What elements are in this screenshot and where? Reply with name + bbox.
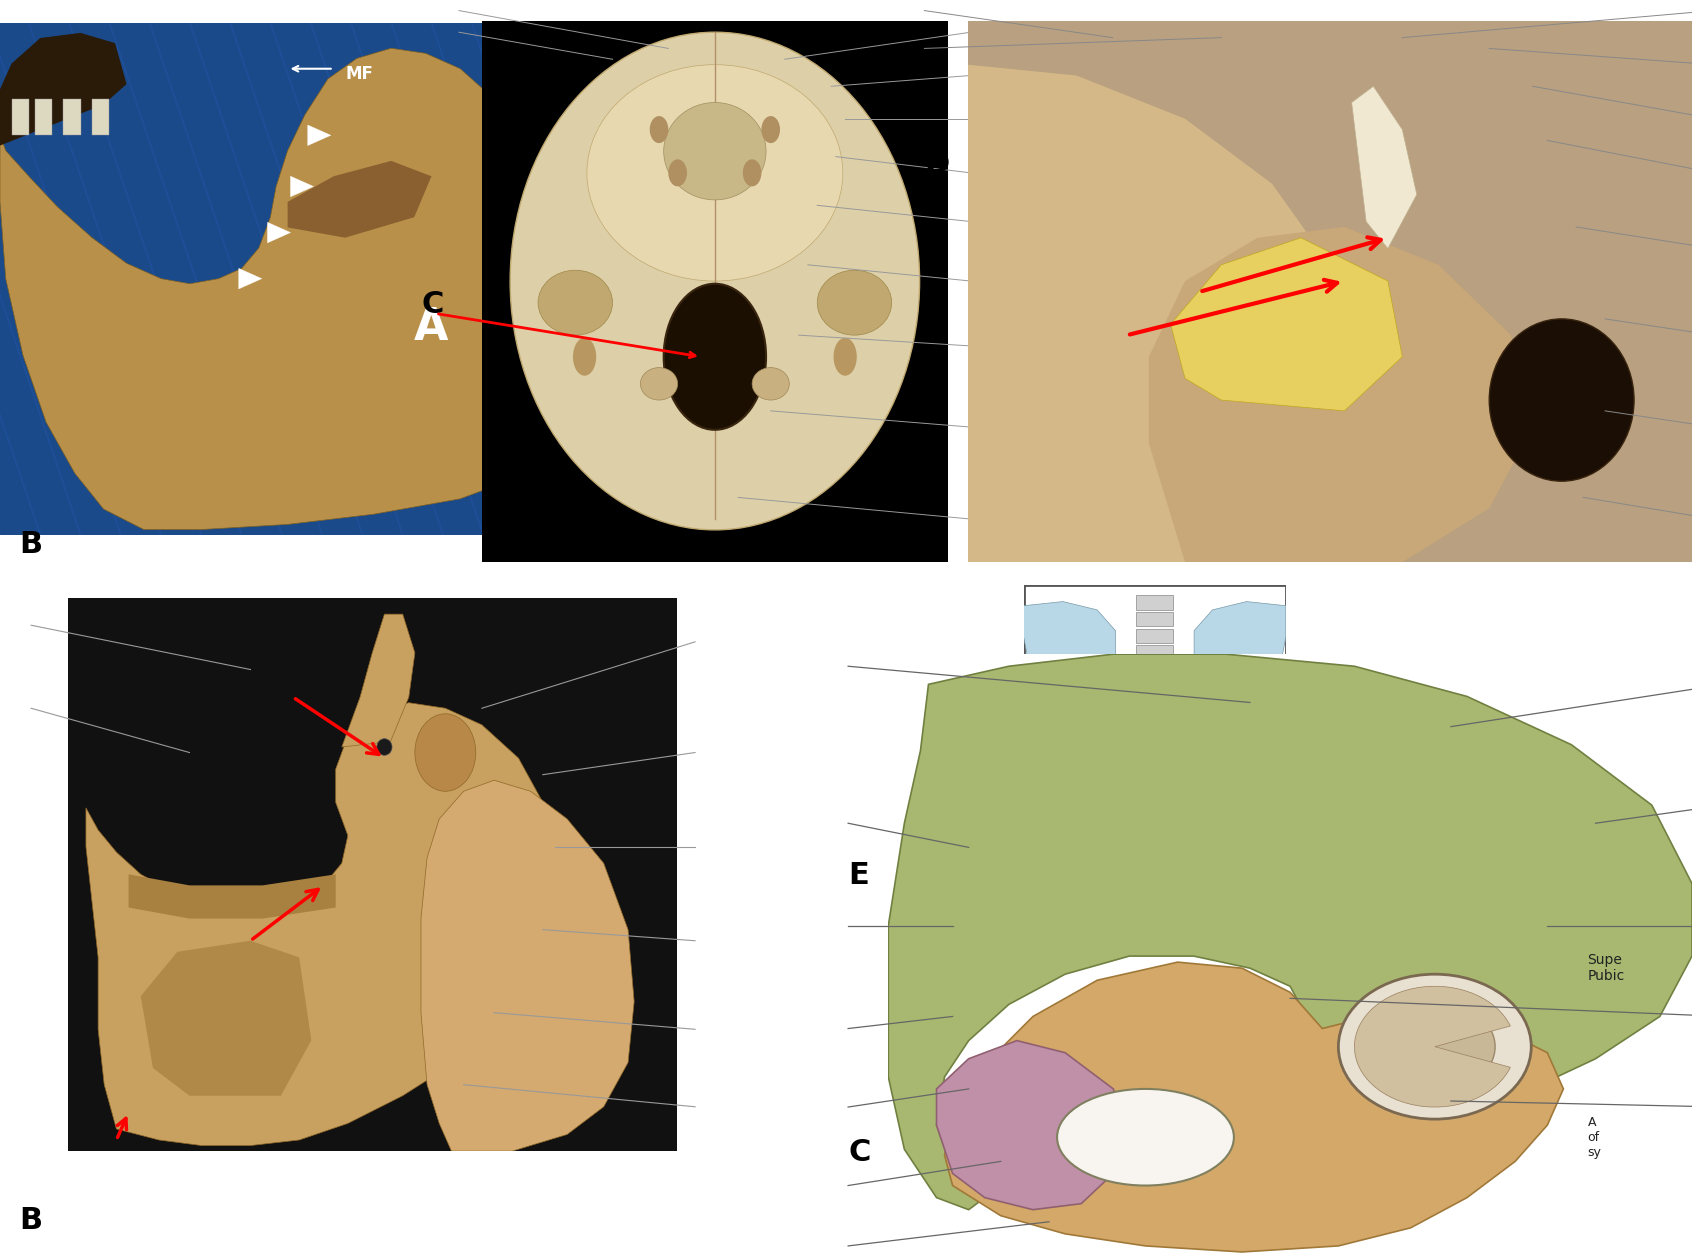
Bar: [63, 99, 81, 136]
Polygon shape: [944, 962, 1563, 1252]
Polygon shape: [239, 268, 262, 289]
Ellipse shape: [761, 116, 780, 143]
Bar: [1137, 629, 1173, 643]
Ellipse shape: [663, 103, 766, 200]
Polygon shape: [1149, 226, 1533, 562]
Polygon shape: [267, 223, 291, 243]
Polygon shape: [1103, 678, 1206, 755]
Polygon shape: [937, 1040, 1130, 1210]
Text: A: A: [415, 306, 448, 348]
Polygon shape: [0, 33, 127, 146]
Circle shape: [1049, 703, 1091, 736]
Text: E: E: [848, 860, 870, 889]
Bar: [1137, 611, 1173, 626]
Ellipse shape: [663, 284, 766, 430]
Ellipse shape: [817, 270, 892, 335]
Polygon shape: [129, 874, 335, 918]
Wedge shape: [1355, 986, 1511, 1107]
Polygon shape: [968, 64, 1365, 562]
Circle shape: [1218, 703, 1259, 736]
Ellipse shape: [668, 160, 687, 186]
Ellipse shape: [415, 713, 475, 791]
Text: Supe
Pubic: Supe Pubic: [1587, 954, 1624, 984]
Ellipse shape: [587, 64, 843, 281]
Ellipse shape: [538, 270, 613, 335]
Ellipse shape: [574, 338, 596, 376]
Ellipse shape: [650, 116, 668, 143]
Bar: [1137, 662, 1173, 677]
Polygon shape: [888, 654, 1692, 1210]
Bar: [91, 99, 110, 136]
Ellipse shape: [640, 367, 677, 400]
Polygon shape: [342, 614, 415, 747]
Polygon shape: [421, 780, 634, 1151]
Ellipse shape: [751, 367, 788, 400]
Polygon shape: [140, 941, 311, 1096]
Bar: [1137, 595, 1173, 610]
Text: A
of
sy: A of sy: [1587, 1116, 1601, 1159]
Polygon shape: [1352, 87, 1416, 249]
Text: B: B: [19, 531, 42, 560]
Polygon shape: [1195, 601, 1286, 684]
Ellipse shape: [377, 738, 393, 755]
Ellipse shape: [834, 338, 856, 376]
Polygon shape: [0, 48, 575, 530]
Bar: [12, 99, 29, 136]
Ellipse shape: [743, 160, 761, 186]
Text: D: D: [924, 150, 949, 179]
Circle shape: [1338, 974, 1531, 1120]
Circle shape: [1374, 1001, 1496, 1092]
Ellipse shape: [1058, 1089, 1233, 1185]
Text: C: C: [848, 1138, 870, 1167]
Polygon shape: [1115, 747, 1195, 782]
Text: C: C: [421, 291, 443, 320]
Polygon shape: [291, 176, 313, 196]
Polygon shape: [1024, 601, 1115, 684]
Bar: [1137, 645, 1173, 659]
Bar: [34, 99, 52, 136]
Text: B: B: [19, 1205, 42, 1234]
Ellipse shape: [509, 33, 920, 530]
Polygon shape: [86, 703, 555, 1146]
Polygon shape: [1171, 238, 1403, 411]
Text: MF: MF: [345, 65, 372, 83]
Ellipse shape: [1489, 318, 1634, 481]
Polygon shape: [308, 125, 332, 146]
Polygon shape: [288, 161, 431, 238]
